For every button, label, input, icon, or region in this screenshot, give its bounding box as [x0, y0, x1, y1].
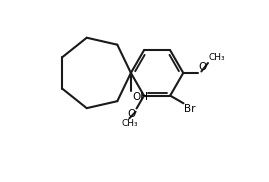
Text: O: O: [199, 62, 207, 72]
Text: CH₃: CH₃: [208, 53, 225, 62]
Text: CH₃: CH₃: [121, 119, 138, 128]
Text: O: O: [128, 109, 136, 119]
Text: OH: OH: [133, 92, 149, 102]
Text: Br: Br: [184, 104, 196, 114]
